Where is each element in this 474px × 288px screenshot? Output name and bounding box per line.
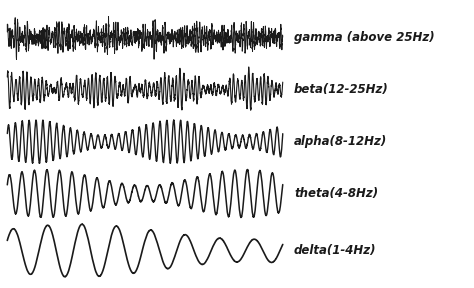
Text: delta(1-4Hz): delta(1-4Hz) [294,244,376,257]
Text: beta(12-25Hz): beta(12-25Hz) [294,83,389,96]
Text: theta(4-8Hz): theta(4-8Hz) [294,187,378,200]
Text: alpha(8-12Hz): alpha(8-12Hz) [294,135,387,148]
Text: gamma (above 25Hz): gamma (above 25Hz) [294,31,435,44]
